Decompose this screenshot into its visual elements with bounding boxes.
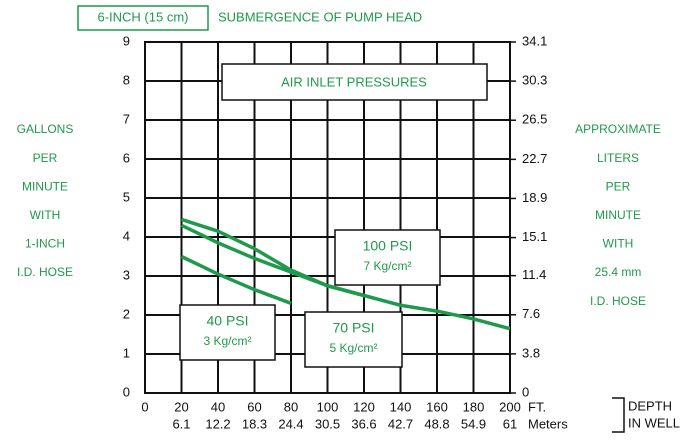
y2-tick-label: 15.1 — [522, 229, 547, 244]
y-label: WITH — [30, 208, 61, 222]
x2-tick-label: 61 — [503, 416, 517, 431]
x2-tick-label: 6.1 — [172, 416, 190, 431]
x2-tick-label: 18.3 — [242, 416, 267, 431]
x-tick-label: 200 — [499, 399, 521, 414]
x-tick-label: 60 — [247, 399, 261, 414]
y2-label: MINUTE — [595, 208, 641, 222]
y2-tick-label: 0 — [522, 384, 529, 399]
legend-label: 70 PSI — [332, 320, 374, 336]
y2-tick-label: 18.9 — [522, 190, 547, 205]
y-tick-label: 9 — [123, 33, 130, 48]
y-tick-label: 5 — [123, 189, 130, 204]
y2-tick-label: 26.5 — [522, 112, 547, 127]
series-line — [180, 254, 292, 305]
series-label-box — [179, 304, 276, 361]
annotation-box — [221, 63, 488, 101]
x-label: DEPTH — [628, 398, 672, 413]
x2-tick-label: 54.9 — [461, 416, 486, 431]
y2-label: 25.4 mm — [595, 265, 642, 279]
submergence-label: 6-INCH (15 cm) — [97, 9, 188, 24]
y-label: GALLONS — [17, 122, 74, 136]
x2-tick-label: 42.7 — [388, 416, 413, 431]
x-tick-label: 160 — [426, 399, 448, 414]
x-tick-label: 100 — [317, 399, 339, 414]
y-tick-label: 2 — [123, 306, 130, 321]
x-unit: FT. — [528, 399, 546, 414]
y-tick-label: 7 — [123, 111, 130, 126]
annotation: AIR INLET PRESSURES — [281, 74, 427, 89]
submergence-box — [77, 5, 209, 31]
y2-label: APPROXIMATE — [575, 122, 661, 136]
legend-sublabel: 3 Kg/cm² — [203, 334, 251, 348]
y-label: 1-INCH — [25, 237, 65, 251]
y2-tick-label: 3.8 — [522, 345, 540, 360]
series-label-box — [304, 311, 403, 368]
y2-tick-label: 34.1 — [522, 33, 547, 48]
x-tick-label: 0 — [141, 399, 148, 414]
x2-tick-label: 12.2 — [205, 416, 230, 431]
y2-label: I.D. HOSE — [590, 294, 646, 308]
y-tick-label: 1 — [123, 345, 130, 360]
legend-label: 40 PSI — [206, 313, 248, 329]
y2-label: WITH — [603, 237, 634, 251]
y-tick-label: 6 — [123, 150, 130, 165]
y-label: PER — [33, 151, 58, 165]
y-label: I.D. HOSE — [17, 265, 73, 279]
x2-tick-label: 24.4 — [278, 416, 303, 431]
y2-label: LITERS — [597, 151, 639, 165]
x2-tick-label: 36.6 — [351, 416, 376, 431]
y2-tick-label: 7.6 — [522, 306, 540, 321]
x-tick-label: 140 — [390, 399, 412, 414]
x-tick-label: 20 — [174, 399, 188, 414]
x-tick-label: 40 — [211, 399, 225, 414]
x-label: IN WELL — [628, 415, 680, 430]
legend-sublabel: 7 Kg/cm² — [363, 259, 411, 273]
x-tick-label: 180 — [463, 399, 485, 414]
x2-unit: Meters — [528, 416, 568, 431]
legend-label: 100 PSI — [363, 238, 413, 254]
y-tick-label: 3 — [123, 267, 130, 282]
chart-title: SUBMERGENCE OF PUMP HEAD — [218, 9, 422, 24]
y2-tick-label: 30.3 — [522, 73, 547, 88]
x2-tick-label: 30.5 — [315, 416, 340, 431]
y2-tick-label: 22.7 — [522, 151, 547, 166]
y-tick-label: 4 — [123, 228, 130, 243]
legend-sublabel: 5 Kg/cm² — [329, 341, 377, 355]
y-tick-label: 0 — [123, 384, 130, 399]
y2-tick-label: 11.4 — [522, 267, 546, 282]
x-tick-label: 80 — [284, 399, 298, 414]
x-tick-label: 120 — [353, 399, 375, 414]
y2-label: PER — [606, 179, 631, 193]
series-line — [180, 217, 511, 331]
series-label-box — [334, 229, 441, 286]
y-tick-label: 8 — [123, 72, 130, 87]
bracket — [612, 397, 625, 433]
x2-tick-label: 48.8 — [424, 416, 449, 431]
y-label: MINUTE — [22, 179, 68, 193]
